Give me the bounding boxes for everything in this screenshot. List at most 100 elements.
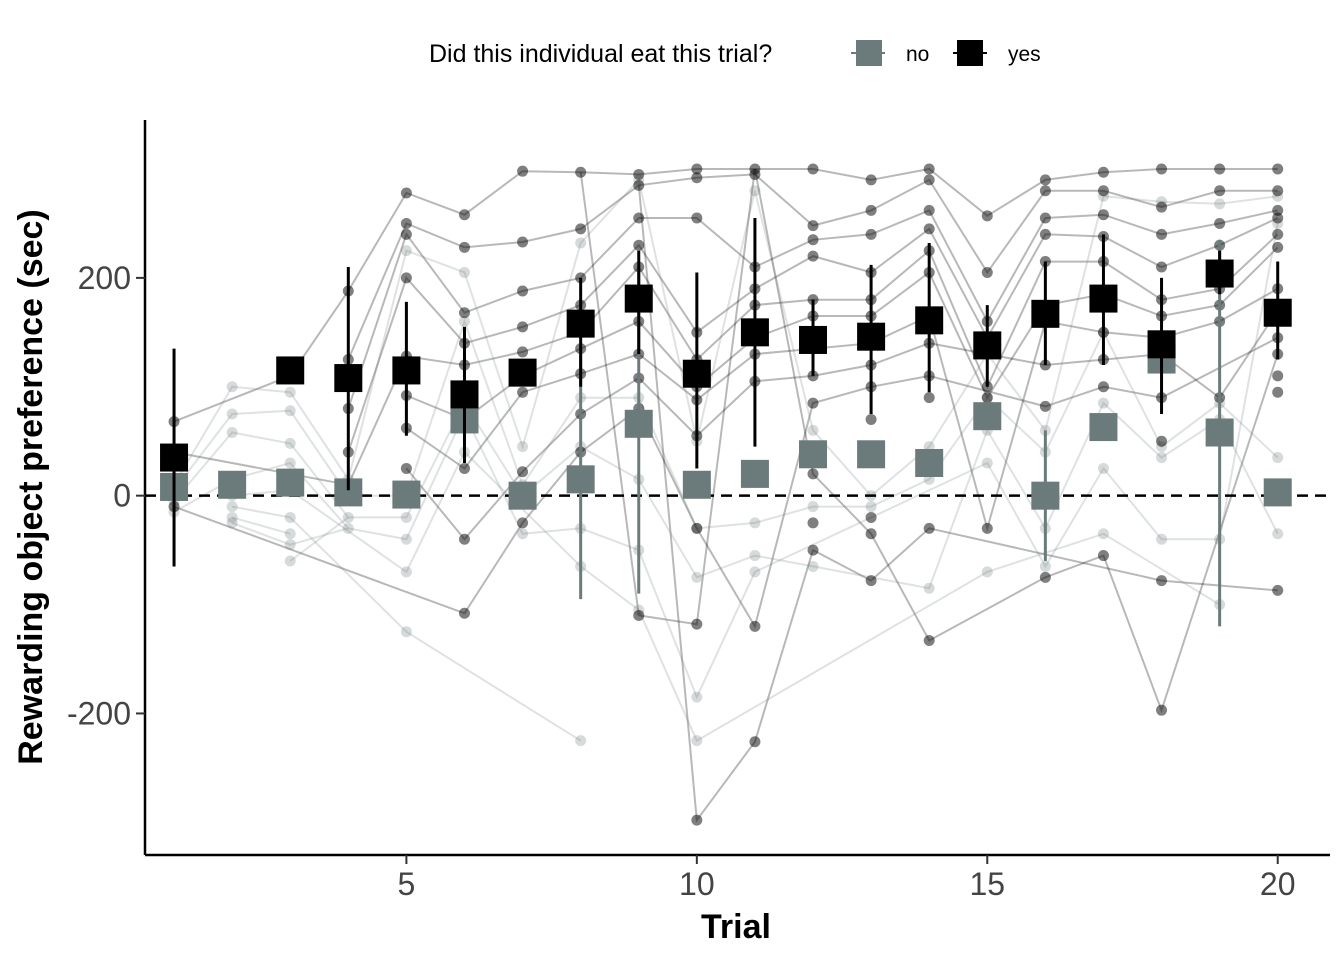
mean-yes-18 (1147, 330, 1176, 359)
point-yes-9 (400, 187, 412, 199)
mean-yes-17 (1089, 284, 1118, 313)
point-yes-113 (981, 266, 993, 278)
x-tick-label-15: 15 (969, 866, 1005, 902)
legend-label-yes: yes (1008, 43, 1041, 66)
point-yes-35 (575, 166, 587, 178)
point-yes-101 (923, 174, 935, 186)
summary-yes (160, 218, 1292, 567)
point-no-40 (575, 237, 587, 249)
point-yes-142 (1156, 261, 1168, 273)
summary-no (160, 239, 1292, 627)
point-yes-160 (1272, 185, 1284, 197)
point-no-12 (284, 386, 296, 398)
point-no-84 (1156, 452, 1168, 464)
mean-no-14 (915, 449, 944, 477)
individual-line-yes-4 (173, 233, 1279, 486)
point-yes-170 (1272, 386, 1284, 398)
point-yes-120 (1039, 185, 1051, 197)
point-yes-127 (1039, 400, 1051, 412)
mean-yes-7 (508, 358, 537, 387)
point-yes-10 (400, 217, 412, 229)
mean-yes-3 (276, 356, 305, 385)
point-yes-11 (400, 228, 412, 240)
point-no-4 (226, 381, 238, 393)
point-no-14 (284, 437, 296, 449)
point-no-32 (458, 315, 470, 327)
individual-line-yes-6 (405, 287, 1279, 533)
point-yes-17 (458, 209, 470, 221)
y-tick-label-200: 200 (78, 260, 131, 296)
mean-yes-1 (160, 443, 189, 472)
point-yes-36 (575, 223, 587, 235)
individual-line-no-19 (289, 516, 349, 562)
point-yes-18 (458, 241, 470, 253)
point-yes-77 (807, 234, 819, 246)
mean-no-11 (740, 459, 769, 488)
point-yes-19 (458, 307, 470, 319)
point-yes-74 (749, 736, 761, 748)
mean-yes-11 (740, 318, 769, 347)
point-no-72 (981, 566, 993, 578)
point-yes-30 (517, 346, 529, 358)
point-no-94 (1272, 528, 1284, 540)
x-tick-label-5: 5 (397, 866, 415, 902)
point-yes-140 (1156, 201, 1168, 213)
legend-entry-no: no (851, 40, 929, 66)
point-no-20 (284, 555, 296, 567)
point-yes-83 (807, 397, 819, 409)
point-yes-32 (517, 386, 529, 398)
mean-yes-8 (566, 309, 595, 338)
mean-yes-14 (915, 306, 944, 335)
point-yes-28 (517, 285, 529, 297)
point-yes-152 (1214, 185, 1226, 197)
point-yes-26 (517, 165, 529, 177)
point-yes-148 (1156, 435, 1168, 447)
point-yes-34 (517, 517, 529, 529)
point-yes-84 (807, 468, 819, 480)
point-no-61 (807, 501, 819, 513)
point-yes-162 (1272, 212, 1284, 224)
point-no-36 (517, 441, 529, 453)
legend-entry-yes: yes (953, 40, 1041, 66)
mean-no-13 (857, 440, 886, 469)
point-yes-47 (633, 239, 645, 251)
individual-line-yes-8 (173, 336, 1279, 629)
point-yes-29 (517, 321, 529, 333)
point-yes-63 (691, 618, 703, 630)
point-yes-89 (865, 228, 877, 240)
point-yes-56 (691, 212, 703, 224)
point-yes-55 (691, 172, 703, 184)
point-yes-99 (865, 575, 877, 587)
point-no-11 (226, 517, 238, 529)
point-no-28 (400, 533, 412, 545)
point-yes-159 (1272, 163, 1284, 175)
point-yes-24 (458, 533, 470, 545)
point-yes-139 (1156, 163, 1168, 175)
point-no-31 (458, 266, 470, 278)
mean-yes-20 (1263, 298, 1292, 327)
point-no-81 (1097, 528, 1109, 540)
axes (136, 120, 1330, 864)
individual-line-no-16 (231, 505, 582, 742)
legend-key-no (856, 40, 882, 66)
mean-no-15 (973, 402, 1002, 431)
point-no-6 (226, 427, 238, 439)
point-yes-169 (1272, 370, 1284, 382)
point-yes-75 (807, 163, 819, 175)
point-no-85 (1156, 533, 1168, 545)
point-no-79 (1097, 397, 1109, 409)
mean-yes-13 (857, 322, 886, 351)
point-yes-66 (749, 168, 761, 180)
point-no-23 (342, 511, 354, 523)
point-yes-86 (807, 544, 819, 556)
individual-line-yes-5 (406, 246, 1279, 421)
x-tick-label-20: 20 (1260, 866, 1296, 902)
point-yes-129 (1097, 166, 1109, 178)
mean-no-2 (218, 470, 247, 499)
point-yes-149 (1156, 575, 1168, 587)
point-no-55 (691, 735, 703, 747)
point-yes-23 (458, 462, 470, 474)
point-yes-164 (1272, 241, 1284, 253)
point-yes-122 (1039, 228, 1051, 240)
point-no-58 (749, 550, 761, 562)
